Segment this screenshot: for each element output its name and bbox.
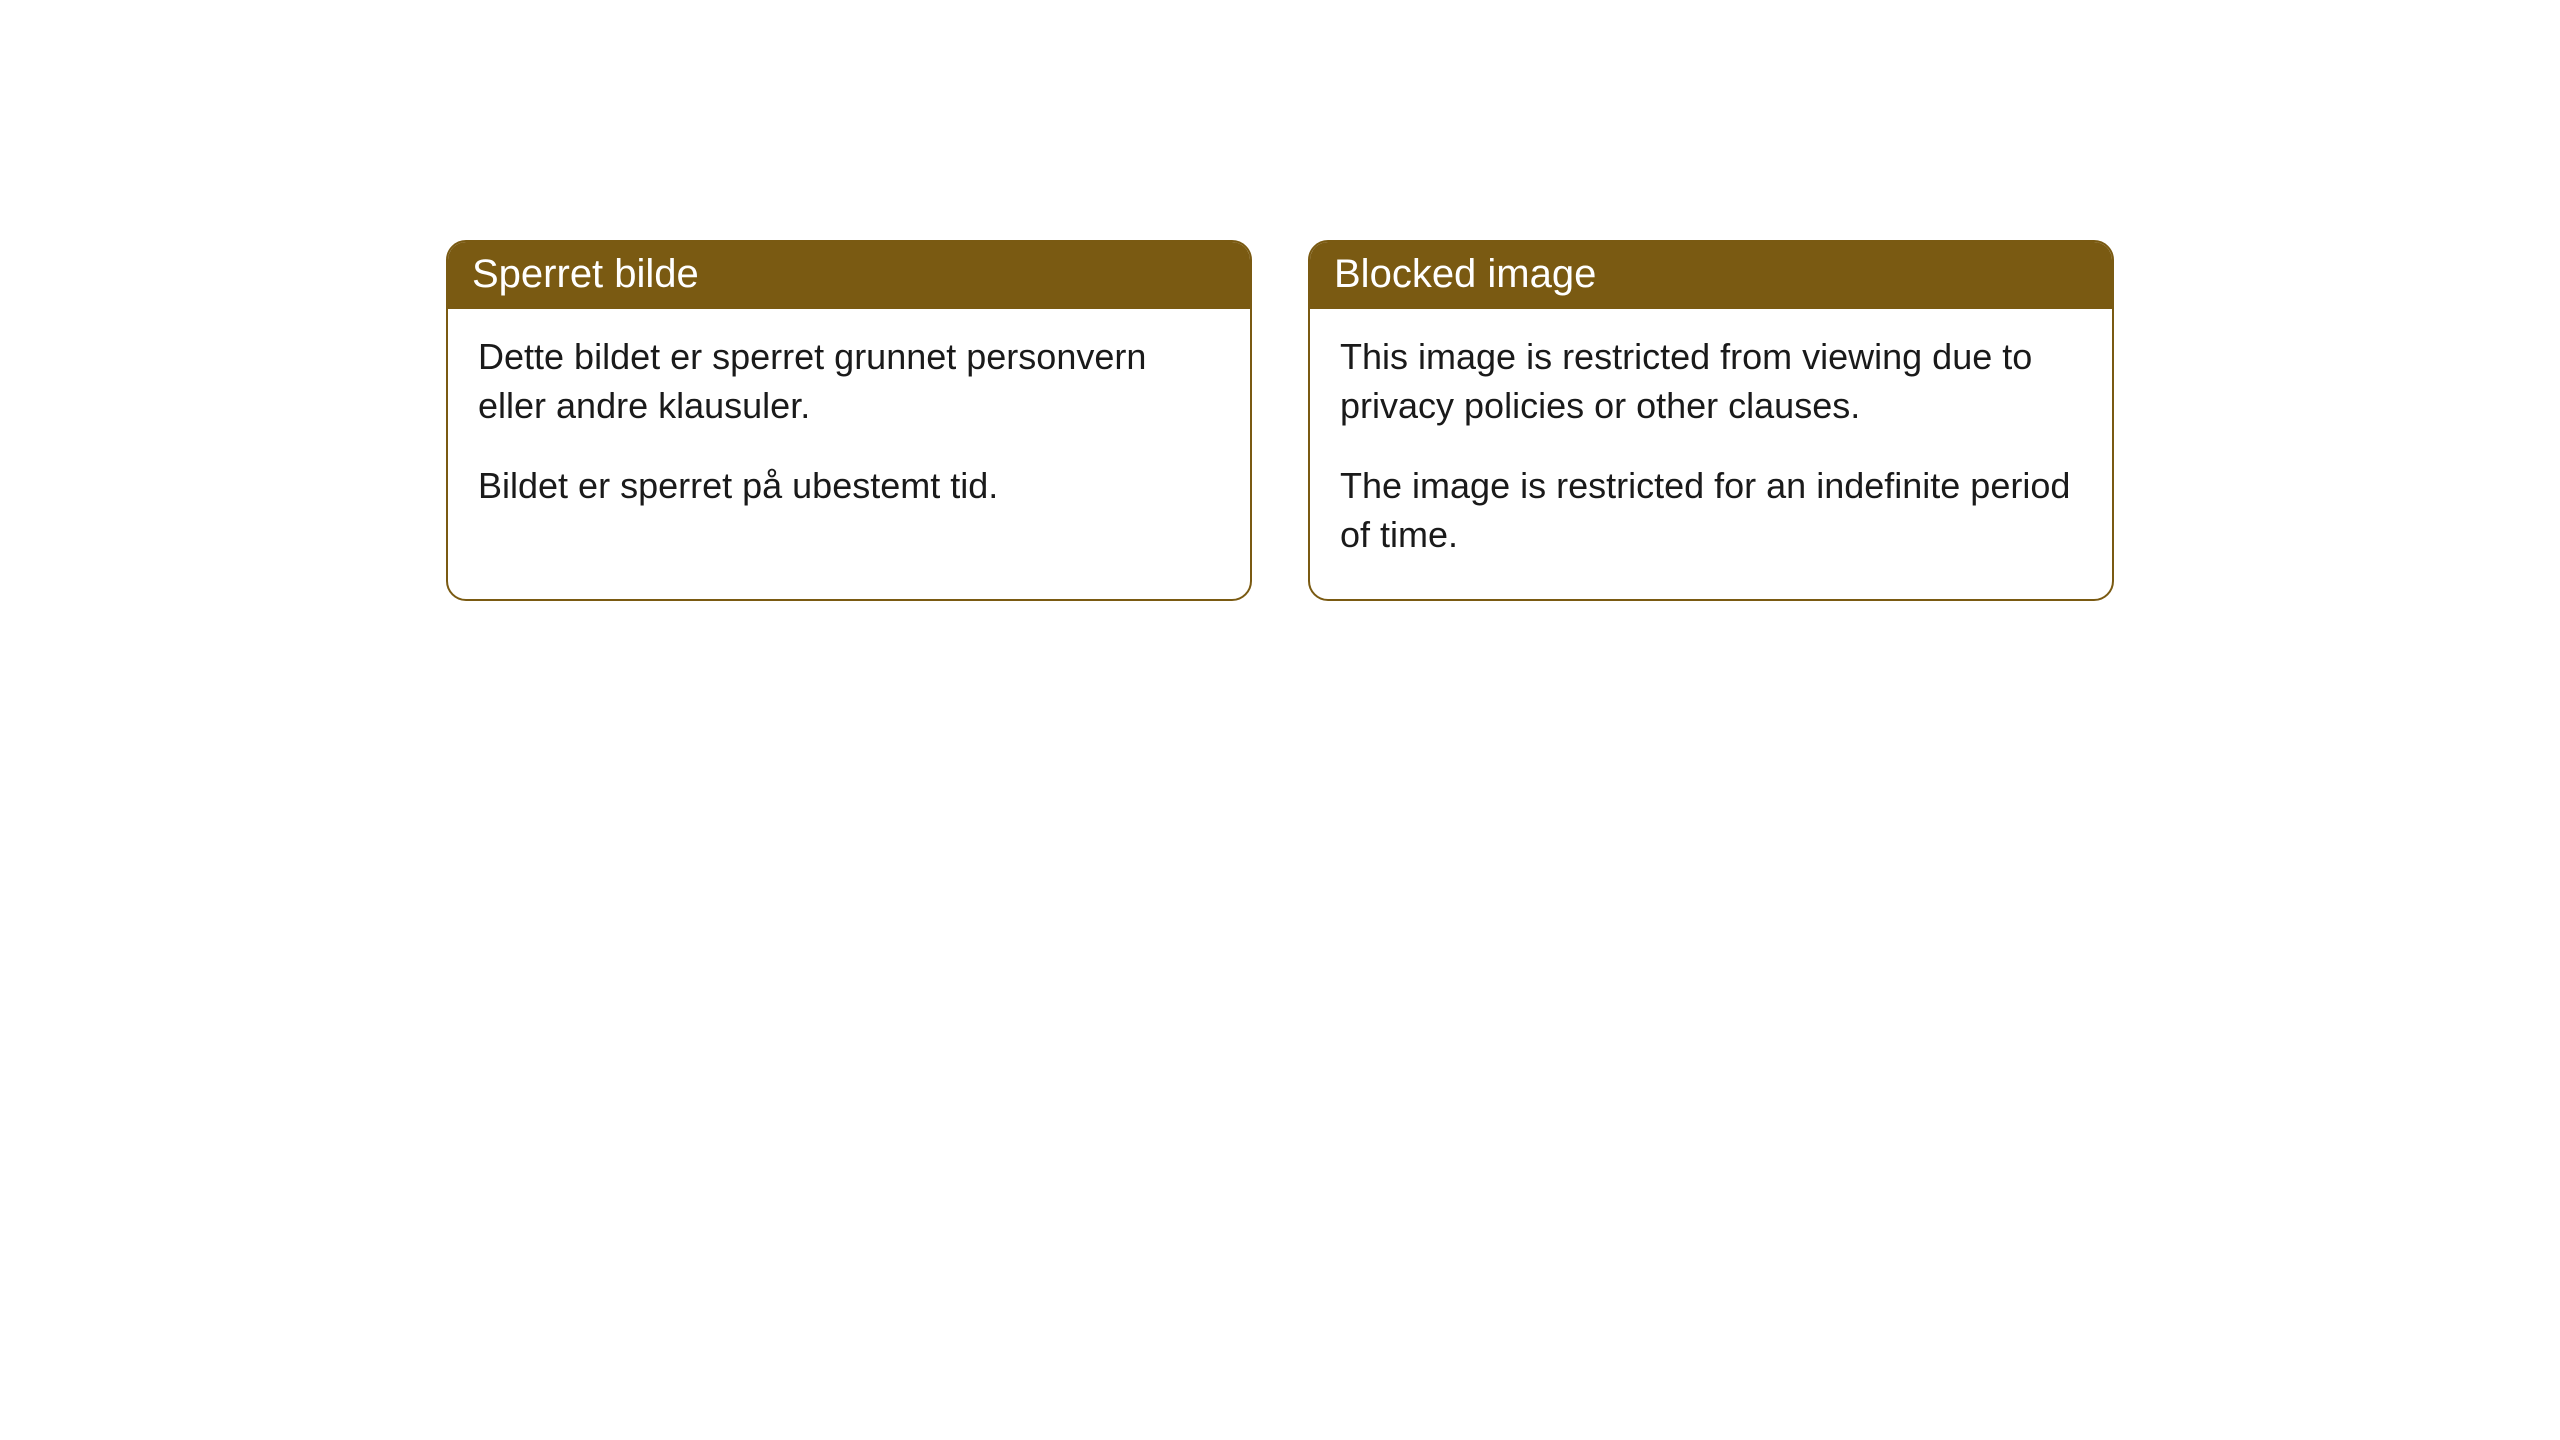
card-body: Dette bildet er sperret grunnet personve… [448, 309, 1250, 551]
card-text-line: Bildet er sperret på ubestemt tid. [478, 462, 1220, 511]
notice-cards-container: Sperret bilde Dette bildet er sperret gr… [446, 240, 2114, 601]
card-header: Sperret bilde [448, 242, 1250, 309]
card-text-line: Dette bildet er sperret grunnet personve… [478, 333, 1220, 430]
card-title: Sperret bilde [472, 252, 699, 296]
card-title: Blocked image [1334, 252, 1596, 296]
card-header: Blocked image [1310, 242, 2112, 309]
notice-card-norwegian: Sperret bilde Dette bildet er sperret gr… [446, 240, 1252, 601]
card-body: This image is restricted from viewing du… [1310, 309, 2112, 599]
notice-card-english: Blocked image This image is restricted f… [1308, 240, 2114, 601]
card-text-line: This image is restricted from viewing du… [1340, 333, 2082, 430]
card-text-line: The image is restricted for an indefinit… [1340, 462, 2082, 559]
